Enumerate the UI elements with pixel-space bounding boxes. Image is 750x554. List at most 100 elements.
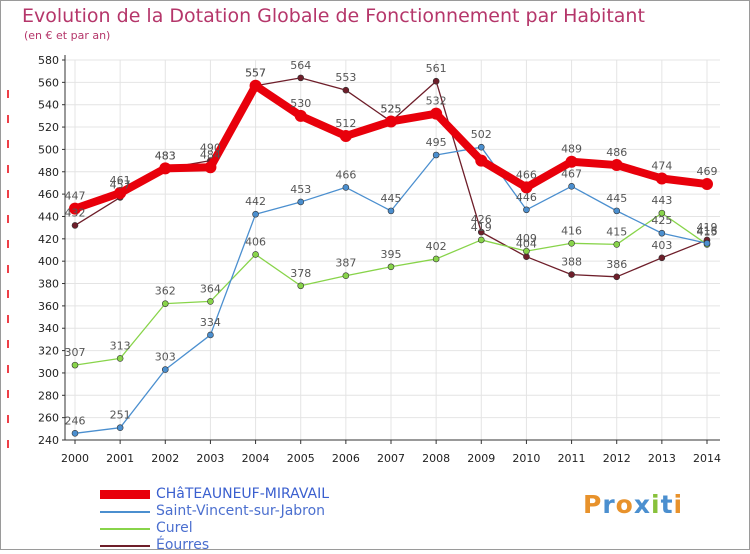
legend-label: Saint-Vincent-sur-Jabron	[156, 503, 326, 519]
data-point	[568, 182, 575, 190]
data-label: 512	[335, 117, 356, 130]
data-point	[613, 273, 621, 281]
x-tick-label: 2001	[106, 452, 134, 465]
y-tick-label: 280	[38, 389, 59, 402]
data-label: 378	[290, 267, 311, 280]
data-label: 557	[245, 67, 266, 80]
legend-item: Éourres	[100, 537, 329, 554]
data-point	[71, 222, 79, 229]
data-point	[207, 331, 214, 339]
logo-letter: P	[583, 490, 603, 519]
x-tick-label: 2005	[287, 452, 315, 465]
data-label: 447	[65, 190, 86, 203]
data-label: 388	[561, 256, 582, 269]
data-point	[703, 239, 711, 247]
logo-letter: t	[660, 490, 674, 519]
logo-letter: i	[673, 490, 684, 519]
legend-label: CHâTEAUNEUF-MIRAVAIL	[156, 486, 330, 502]
legend-item: Saint-Vincent-sur-Jabron	[100, 503, 329, 520]
data-label: 409	[516, 232, 537, 245]
data-label: 453	[290, 183, 311, 196]
data-point	[477, 143, 485, 151]
data-label: 490	[200, 142, 221, 155]
legend-swatch	[100, 490, 150, 499]
y-tick-label: 300	[38, 367, 59, 380]
data-label: 403	[651, 239, 672, 252]
legend-swatch	[100, 510, 150, 513]
data-label: 467	[561, 167, 582, 180]
data-label: 445	[606, 192, 627, 205]
data-label: 443	[651, 194, 672, 207]
data-label: 406	[245, 235, 266, 248]
legend-label: Éourres	[156, 537, 210, 553]
logo-letter: x	[633, 490, 651, 519]
data-label: 483	[155, 149, 176, 162]
data-point	[297, 282, 305, 290]
y-tick-label: 440	[38, 210, 59, 223]
data-point	[568, 271, 575, 278]
data-point	[161, 366, 169, 373]
data-label: 246	[65, 414, 86, 427]
data-label: 442	[245, 195, 266, 208]
data-point	[207, 298, 214, 305]
data-label: 525	[381, 102, 402, 115]
data-label: 525	[381, 102, 402, 115]
data-label: 425	[651, 214, 672, 227]
data-label: 426	[471, 213, 492, 226]
y-tick-label: 360	[38, 300, 59, 313]
data-point	[297, 74, 305, 82]
y-tick-label: 400	[38, 255, 59, 268]
data-label: 474	[651, 159, 672, 172]
data-point	[69, 202, 81, 215]
x-tick-label: 2003	[196, 452, 224, 465]
data-label: 530	[290, 97, 311, 110]
data-point	[432, 151, 440, 159]
y-tick-label: 240	[38, 434, 59, 447]
data-point	[249, 79, 262, 92]
data-point	[613, 241, 621, 248]
data-label: 395	[381, 248, 402, 261]
data-label: 457	[110, 178, 131, 191]
chart-title: Evolution de la Dotation Globale de Fonc…	[22, 5, 645, 27]
data-point	[387, 263, 395, 271]
data-label: 387	[335, 257, 356, 270]
data-label: 561	[426, 62, 447, 75]
data-point	[204, 161, 217, 174]
data-label: 564	[290, 59, 311, 72]
x-tick-label: 2000	[61, 452, 89, 465]
data-point	[339, 130, 352, 142]
x-tick-label: 2006	[332, 452, 360, 465]
data-label: 445	[381, 192, 402, 205]
data-label: 419	[471, 221, 492, 234]
data-label: 416	[697, 224, 718, 237]
data-label: 313	[110, 339, 131, 352]
data-point	[116, 355, 124, 362]
data-label: 307	[65, 346, 86, 359]
data-point	[252, 251, 259, 258]
data-point	[342, 272, 350, 280]
data-label: 251	[110, 409, 131, 422]
data-point	[658, 229, 666, 237]
y-tick-label: 580	[38, 54, 59, 67]
data-label: 502	[471, 128, 492, 141]
data-point	[159, 162, 172, 175]
y-tick-label: 560	[38, 76, 59, 89]
data-point	[387, 207, 395, 215]
x-tick-label: 2009	[467, 452, 495, 465]
legend-swatch	[100, 527, 150, 530]
data-label: 557	[245, 67, 266, 80]
data-label: 461	[110, 174, 131, 187]
x-tick-label: 2012	[603, 452, 631, 465]
data-point	[252, 210, 259, 218]
y-tick-label: 260	[38, 412, 59, 425]
legend-swatch	[100, 544, 150, 547]
data-label: 553	[335, 71, 356, 84]
data-point	[294, 109, 307, 122]
data-point	[701, 178, 713, 191]
x-tick-label: 2008	[422, 452, 450, 465]
legend-label: Curel	[156, 520, 193, 536]
data-point	[430, 107, 443, 120]
data-point	[523, 247, 530, 255]
data-point	[610, 159, 623, 172]
